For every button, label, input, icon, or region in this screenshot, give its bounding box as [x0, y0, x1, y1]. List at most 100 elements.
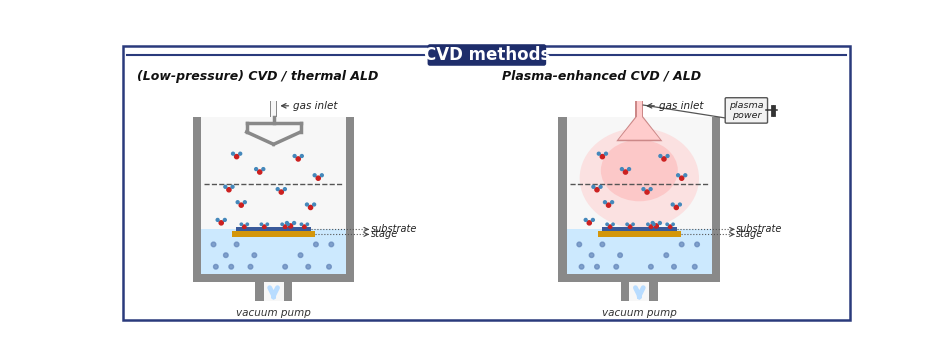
Bar — [567, 229, 712, 274]
Circle shape — [320, 174, 323, 177]
Text: plasma
power: plasma power — [729, 101, 764, 120]
Circle shape — [589, 253, 594, 257]
Circle shape — [623, 170, 628, 174]
Bar — [598, 231, 681, 237]
Text: gas inlet: gas inlet — [658, 101, 703, 111]
Circle shape — [584, 218, 587, 221]
Circle shape — [653, 223, 656, 226]
Circle shape — [243, 201, 246, 204]
Circle shape — [652, 222, 655, 224]
Circle shape — [679, 176, 684, 180]
Circle shape — [266, 223, 269, 226]
Text: Plasma-enhanced CVD / ALD: Plasma-enhanced CVD / ALD — [503, 70, 701, 83]
Circle shape — [614, 264, 618, 269]
Circle shape — [306, 223, 309, 226]
Circle shape — [672, 203, 674, 206]
Circle shape — [649, 225, 653, 228]
Circle shape — [645, 190, 649, 194]
Circle shape — [628, 168, 631, 171]
Circle shape — [283, 188, 286, 190]
Circle shape — [300, 223, 303, 226]
Circle shape — [289, 224, 293, 228]
Circle shape — [255, 168, 257, 171]
Circle shape — [227, 188, 231, 192]
Circle shape — [684, 174, 687, 177]
Circle shape — [662, 157, 666, 161]
Circle shape — [587, 221, 592, 225]
Circle shape — [257, 170, 262, 174]
Bar — [559, 117, 720, 282]
Bar — [650, 282, 657, 300]
Circle shape — [229, 264, 234, 269]
Circle shape — [296, 157, 300, 161]
Circle shape — [276, 188, 279, 190]
Circle shape — [580, 264, 584, 269]
Circle shape — [649, 188, 652, 190]
Polygon shape — [617, 117, 662, 141]
Circle shape — [666, 155, 669, 157]
Circle shape — [217, 218, 219, 221]
Circle shape — [232, 152, 235, 155]
Circle shape — [298, 253, 303, 257]
Circle shape — [260, 223, 262, 226]
Circle shape — [606, 223, 608, 226]
Circle shape — [647, 223, 649, 226]
Circle shape — [327, 264, 332, 269]
Circle shape — [595, 264, 599, 269]
Ellipse shape — [580, 128, 699, 228]
Bar — [236, 227, 312, 231]
Circle shape — [219, 221, 223, 225]
Circle shape — [329, 242, 333, 247]
Bar — [567, 117, 712, 274]
Circle shape — [592, 218, 595, 221]
Circle shape — [649, 264, 654, 269]
Circle shape — [306, 264, 311, 269]
Circle shape — [592, 185, 595, 188]
Bar — [193, 117, 354, 282]
Circle shape — [669, 225, 672, 228]
Circle shape — [618, 253, 622, 257]
Circle shape — [303, 225, 306, 228]
Circle shape — [246, 223, 249, 226]
Text: (Low-pressure) CVD / thermal ALD: (Low-pressure) CVD / thermal ALD — [137, 70, 378, 83]
Text: stage: stage — [370, 230, 398, 239]
Circle shape — [679, 242, 684, 247]
Circle shape — [300, 155, 303, 157]
Circle shape — [235, 155, 238, 159]
Circle shape — [603, 201, 606, 204]
Circle shape — [223, 253, 228, 257]
Bar — [629, 282, 650, 300]
Circle shape — [252, 253, 256, 257]
Circle shape — [235, 242, 239, 247]
Circle shape — [693, 264, 697, 269]
Circle shape — [224, 185, 227, 188]
Circle shape — [242, 225, 246, 228]
Circle shape — [314, 174, 316, 177]
Circle shape — [279, 190, 283, 194]
Circle shape — [281, 223, 283, 226]
FancyBboxPatch shape — [725, 98, 768, 123]
Circle shape — [672, 264, 676, 269]
Circle shape — [262, 168, 265, 171]
Text: substrate: substrate — [370, 224, 417, 235]
Circle shape — [628, 225, 632, 228]
Circle shape — [240, 223, 242, 226]
Bar — [637, 101, 641, 117]
Circle shape — [642, 188, 645, 190]
Text: substrate: substrate — [736, 224, 783, 235]
Circle shape — [604, 152, 607, 155]
Circle shape — [316, 176, 320, 180]
Circle shape — [313, 203, 315, 206]
Circle shape — [666, 223, 669, 226]
Circle shape — [676, 174, 679, 177]
Circle shape — [239, 203, 243, 207]
Circle shape — [293, 222, 295, 224]
FancyBboxPatch shape — [428, 44, 546, 66]
Circle shape — [599, 185, 602, 188]
Circle shape — [672, 223, 674, 226]
Circle shape — [283, 225, 287, 228]
Bar — [263, 282, 284, 300]
Circle shape — [306, 203, 309, 206]
Circle shape — [674, 205, 678, 210]
Circle shape — [595, 188, 599, 192]
